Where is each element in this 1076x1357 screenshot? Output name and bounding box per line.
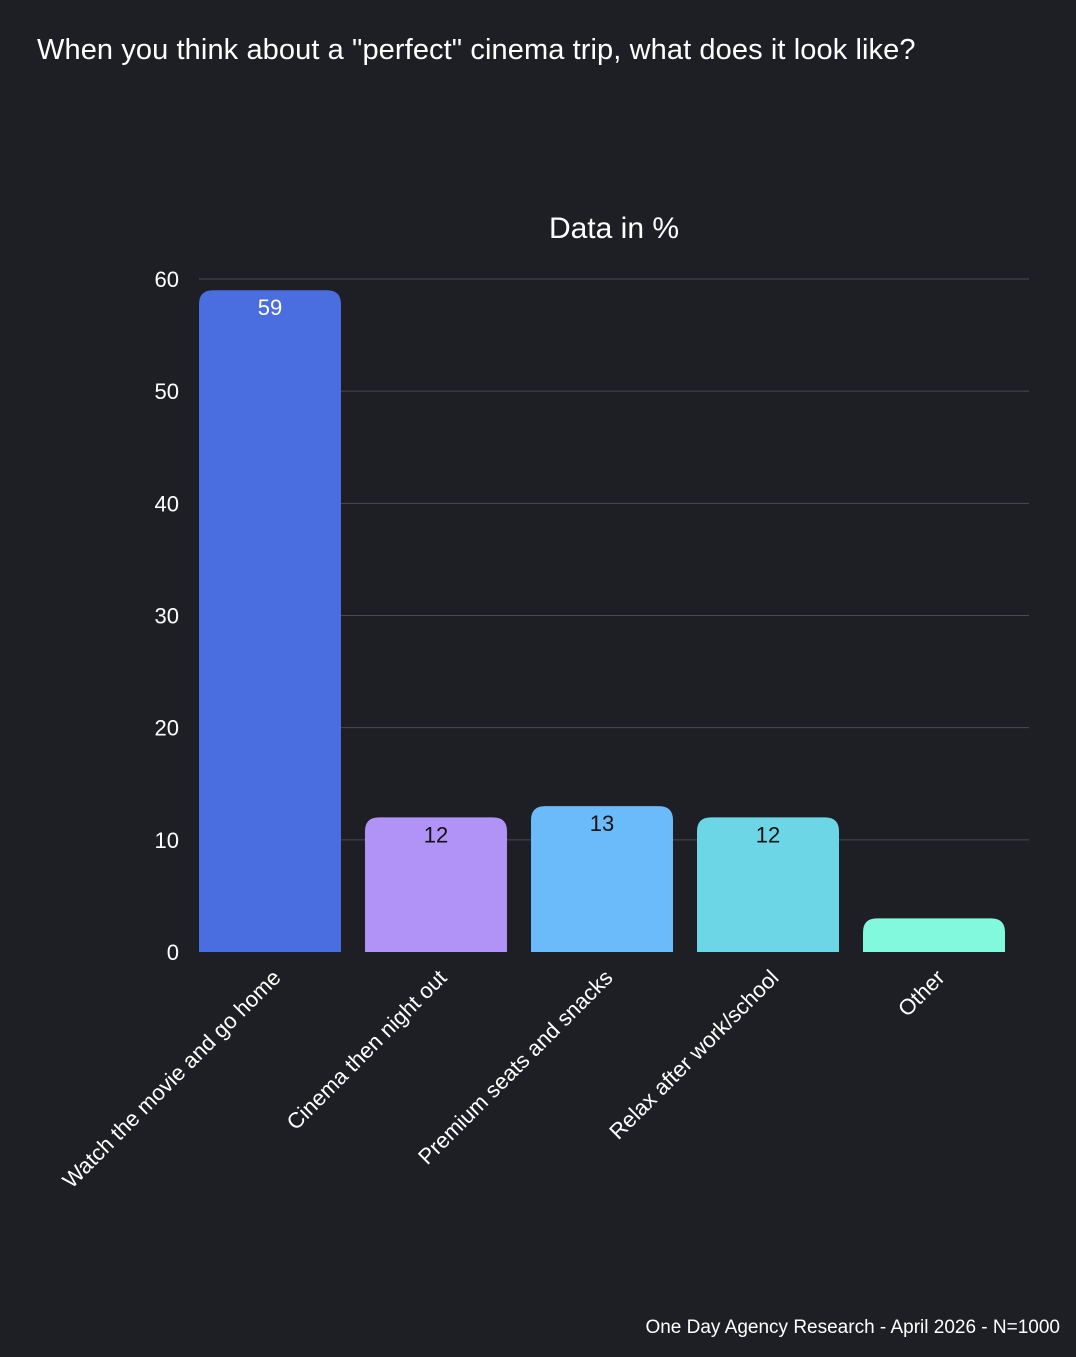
x-tick-label: Cinema then night out	[282, 965, 452, 1135]
y-tick-label: 30	[155, 604, 179, 629]
bar-4	[697, 817, 839, 952]
bars	[199, 290, 1005, 952]
bar-3	[531, 806, 673, 952]
data-label: 12	[424, 822, 448, 847]
x-tick-label: Premium seats and snacks	[413, 965, 617, 1169]
page-title: When you think about a "perfect" cinema …	[37, 34, 916, 66]
y-tick-label: 20	[155, 716, 179, 741]
data-label: 12	[756, 822, 780, 847]
chart-title: Data in %	[549, 212, 679, 245]
y-axis-ticks: 0 10 20 30 40 50 60	[155, 267, 179, 965]
y-tick-label: 0	[167, 940, 179, 965]
data-label: 13	[590, 811, 614, 836]
bar-5	[863, 918, 1005, 952]
y-tick-label: 40	[155, 491, 179, 516]
data-label: 59	[258, 295, 282, 320]
data-labels: 59 12 13 12	[258, 295, 780, 847]
bar-1	[199, 290, 341, 952]
y-tick-label: 60	[155, 267, 179, 292]
x-tick-label: Watch the movie and go home	[57, 965, 285, 1193]
source-note: One Day Agency Research - April 2026 - N…	[645, 1317, 1060, 1338]
x-tick-label: Other	[893, 965, 950, 1022]
y-tick-label: 10	[155, 828, 179, 853]
y-tick-label: 50	[155, 379, 179, 404]
bar-2	[365, 817, 507, 952]
x-tick-label: Relax after work/school	[604, 965, 783, 1144]
